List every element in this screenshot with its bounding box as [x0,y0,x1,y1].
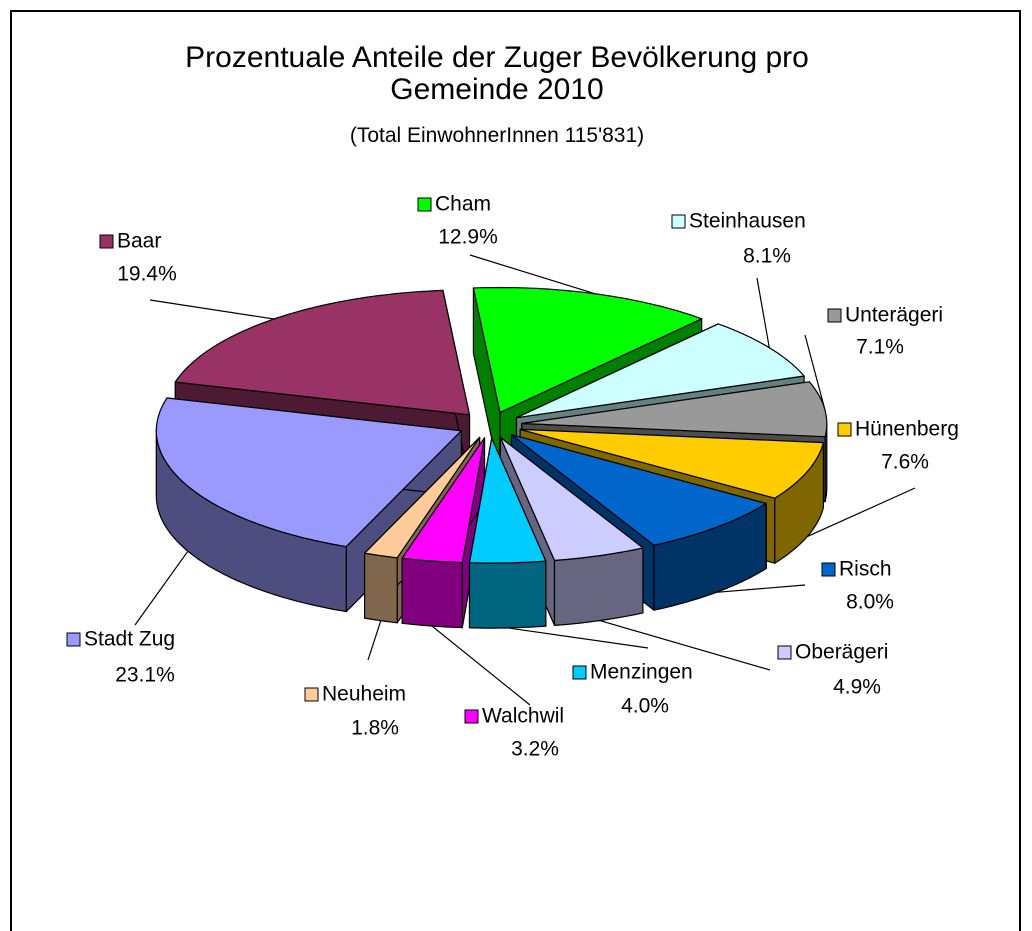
slice [364,436,481,559]
value-label: 12.9% [438,226,498,249]
slice-label: Menzingen [590,661,693,684]
legend-swatch [827,308,842,323]
slice-label: Cham [435,193,491,216]
slice-label: Neuheim [322,683,406,706]
leader-line [134,550,189,626]
legend-swatch [99,234,114,249]
value-label: 23.1% [115,664,175,687]
legend-swatch [417,197,432,212]
leader-line [507,627,649,649]
legend-swatch [66,632,81,647]
leader-line [469,254,596,295]
value-label: 8.1% [743,245,791,268]
slice-label: Steinhausen [689,210,806,233]
leader-line [431,625,531,706]
leader-line [806,487,916,538]
value-label: 1.8% [351,717,399,740]
legend-swatch [572,665,587,680]
legend-swatch [464,709,479,724]
slice [519,428,824,499]
slice-label: Stadt Zug [84,628,175,651]
legend-swatch [837,422,852,437]
slice [468,437,547,564]
chart-frame [10,10,1021,931]
slice-wall [364,552,398,624]
slice-label: Baar [117,230,161,253]
value-label: 8.0% [846,591,894,614]
leader-line [149,299,274,320]
leader-line [804,334,826,410]
leader-line [716,584,806,593]
leader-line [599,620,771,671]
value-label: 19.4% [117,263,177,286]
slice [401,437,486,564]
value-label: 4.0% [621,695,669,718]
slice-label: Walchwil [482,705,564,728]
slice-label: Risch [839,558,892,581]
slice-wall [401,557,463,629]
legend-swatch [304,687,319,702]
leader-line [756,277,770,348]
chart-title: Prozentuale Anteile der Zuger Bevölkerun… [185,41,809,106]
value-label: 3.2% [511,738,559,761]
slice-wall [468,560,547,629]
legend-swatch [821,562,836,577]
slice-label: Oberägeri [795,641,888,664]
slice [155,397,462,548]
slice [510,434,767,546]
value-label: 7.1% [856,336,904,359]
slice [499,436,644,561]
legend-swatch [671,214,686,229]
slice-label: Unterägeri [845,304,943,327]
leader-line [367,620,382,661]
legend-swatch [777,645,792,660]
value-label: 4.9% [833,676,881,699]
chart-subtitle: (Total EinwohnerInnen 115'831) [349,124,645,147]
slice-label: Hünenberg [855,418,959,441]
value-label: 7.6% [881,451,929,474]
